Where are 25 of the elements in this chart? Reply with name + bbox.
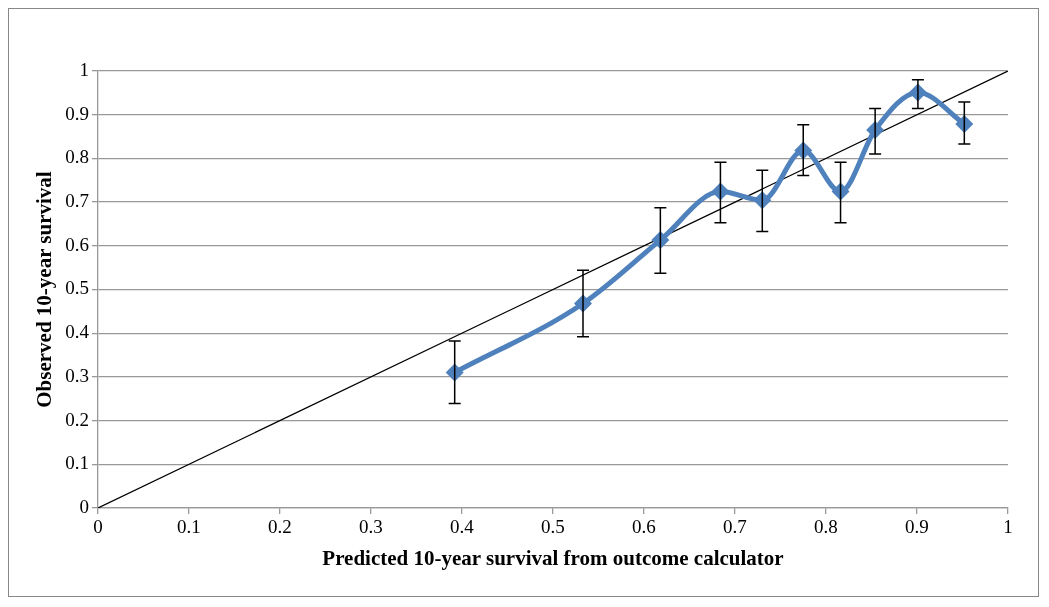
x-tick-label: 0 — [93, 516, 103, 538]
x-tick-label: 0.6 — [632, 516, 656, 538]
x-tick-label: 0.2 — [268, 516, 292, 538]
y-tick-label: 0.4 — [65, 321, 90, 343]
x-tick-label: 0.5 — [541, 516, 565, 538]
x-tick-label: 1 — [1003, 516, 1013, 538]
x-tick-label: 0.8 — [814, 516, 838, 538]
x-tick-label: 0.4 — [450, 516, 475, 538]
y-tick-label: 1 — [79, 58, 89, 80]
x-tick-label: 0.9 — [905, 516, 929, 538]
y-axis-title: Observed 10-year survival — [32, 171, 57, 408]
x-tick-label: 0.3 — [359, 516, 383, 538]
point — [753, 191, 772, 210]
y-tick-label: 0.5 — [65, 277, 89, 299]
y-tick-label: 0.6 — [65, 233, 89, 255]
y-tick-label: 0 — [79, 495, 89, 517]
x-axis-title: Predicted 10-year survival from outcome calculator — [322, 545, 784, 570]
y-tick-label: 0.8 — [65, 146, 89, 168]
x-tick-label: 0.7 — [723, 516, 747, 538]
y-tick-label: 0.3 — [65, 364, 89, 386]
y-tick-label: 0.7 — [65, 190, 89, 212]
x-tick-label: 0.1 — [177, 516, 201, 538]
y-tick-label: 0.9 — [65, 102, 89, 124]
y-tick-label: 0.1 — [65, 452, 89, 474]
y-tick-label: 0.2 — [65, 408, 89, 430]
